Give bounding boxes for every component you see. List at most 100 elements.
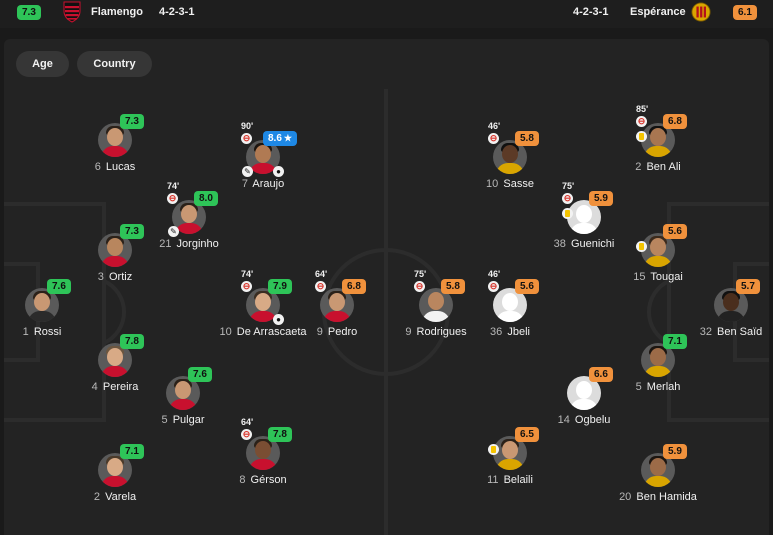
player-name-label: 36 Jbeli bbox=[490, 326, 530, 338]
rating-badge: 8.0 bbox=[194, 191, 218, 206]
flamengo-crest-icon bbox=[63, 1, 81, 23]
player-name-label: 32 Ben Saïd bbox=[699, 326, 763, 338]
player-lucas[interactable]: 7.3 6 Lucas bbox=[60, 109, 170, 179]
yellow-card-icon bbox=[636, 241, 647, 252]
substitution-icon: ⊖ bbox=[488, 133, 499, 144]
rating-badge: 7.3 bbox=[120, 224, 144, 239]
goal-ball-icon: ● bbox=[273, 166, 284, 177]
esperance-crest-icon bbox=[691, 2, 711, 22]
rating-badge: 5.6 bbox=[663, 224, 687, 239]
player-name-label: 2 Ben Ali bbox=[635, 161, 681, 173]
player-guenichi[interactable]: 75' ⊖ 5.9 38 Guenichi bbox=[529, 181, 639, 256]
player-photo bbox=[246, 436, 280, 470]
away-formation: 4-2-3-1 bbox=[573, 6, 609, 18]
rating-badge: 7.1 bbox=[663, 334, 687, 349]
player-jbeli[interactable]: 46' ⊖ 5.6 36 Jbeli bbox=[455, 269, 565, 344]
player-photo bbox=[493, 436, 527, 470]
age-filter-button[interactable]: Age bbox=[16, 51, 69, 77]
assist-boot-icon: ✎ bbox=[242, 166, 253, 177]
rating-badge: 6.5 bbox=[515, 427, 539, 442]
rating-badge: 7.3 bbox=[120, 114, 144, 129]
substitution-minute: 64' bbox=[241, 417, 254, 427]
player-tougai[interactable]: 5.6 15 Tougai bbox=[603, 219, 713, 289]
player-name-label: 15 Tougai bbox=[633, 271, 683, 283]
player-ortiz[interactable]: 7.3 3 Ortiz bbox=[60, 219, 170, 289]
substitution-icon: ⊖ bbox=[241, 133, 252, 144]
player-ben-hamida[interactable]: 5.9 20 Ben Hamida bbox=[603, 439, 713, 509]
player-merlah[interactable]: 7.1 5 Merlah bbox=[603, 329, 713, 399]
player-name-label: 1 Rossi bbox=[22, 326, 62, 338]
player-photo bbox=[641, 343, 675, 377]
substitution-minute: 46' bbox=[488, 121, 501, 131]
player-name-label: 5 Merlah bbox=[635, 381, 681, 393]
substitution-minute: 75' bbox=[414, 269, 427, 279]
substitution-minute: 85' bbox=[636, 104, 649, 114]
rating-badge: 7.9 bbox=[268, 279, 292, 294]
player-ogbelu[interactable]: 6.6 14 Ogbelu bbox=[529, 362, 639, 432]
substitution-minute: 64' bbox=[315, 269, 328, 279]
substitution-icon: ⊖ bbox=[241, 281, 252, 292]
player-varela[interactable]: 7.1 2 Varela bbox=[60, 439, 170, 509]
player-ben-said[interactable]: 5.7 32 Ben Saïd bbox=[676, 274, 773, 344]
player-name-label: 7 Araujo bbox=[241, 178, 285, 190]
yellow-card-icon bbox=[636, 131, 647, 142]
player-rossi[interactable]: 7.6 1 Rossi bbox=[0, 274, 97, 344]
player-rodrigues[interactable]: 75' ⊖ 5.8 9 Rodrigues bbox=[381, 269, 491, 344]
player-photo-placeholder bbox=[493, 288, 527, 322]
player-gerson[interactable]: 64' ⊖ 7.8 8 Gérson bbox=[208, 417, 318, 492]
lineup-header: 7.3 Flamengo 4-2-3-1 4-2-3-1 Espérance 6… bbox=[0, 0, 773, 28]
player-sasse[interactable]: 46' ⊖ 5.8 10 Sasse bbox=[455, 121, 565, 196]
away-team-rating: 6.1 bbox=[733, 5, 757, 20]
player-belaili[interactable]: 6.5 11 Belaili bbox=[455, 422, 565, 492]
rating-badge: 5.7 bbox=[736, 279, 760, 294]
player-araujo[interactable]: 90' ⊖ 8.6 ★ ✎ ● 7 Araujo bbox=[208, 121, 318, 196]
player-pereira[interactable]: 7.8 4 Pereira bbox=[60, 329, 170, 399]
player-pulgar[interactable]: 7.6 5 Pulgar bbox=[128, 362, 238, 432]
player-photo bbox=[166, 376, 200, 410]
substitution-icon: ⊖ bbox=[414, 281, 425, 292]
substitution-icon: ⊖ bbox=[241, 429, 252, 440]
rating-badge: 7.1 bbox=[120, 444, 144, 459]
substitution-icon: ⊖ bbox=[488, 281, 499, 292]
player-ben-ali[interactable]: 85' ⊖ 6.8 2 Ben Ali bbox=[603, 104, 713, 179]
star-icon: ★ bbox=[283, 133, 292, 143]
player-pedro[interactable]: 64' ⊖ 6.8 9 Pedro bbox=[282, 269, 392, 344]
player-name-label: 14 Ogbelu bbox=[557, 414, 611, 426]
home-team-name[interactable]: Flamengo bbox=[91, 6, 143, 18]
yellow-card-icon bbox=[562, 208, 573, 219]
rating-badge: 6.6 bbox=[589, 367, 613, 382]
player-name-label: 3 Ortiz bbox=[97, 271, 133, 283]
rating-badge: 5.9 bbox=[663, 444, 687, 459]
rating-badge: 7.6 bbox=[188, 367, 212, 382]
player-name-label: 38 Guenichi bbox=[553, 238, 615, 250]
rating-badge: 5.6 bbox=[515, 279, 539, 294]
country-filter-button[interactable]: Country bbox=[77, 51, 152, 77]
home-formation: 4-2-3-1 bbox=[159, 6, 195, 18]
substitution-icon: ⊖ bbox=[562, 193, 573, 204]
away-team-name[interactable]: Espérance bbox=[630, 6, 686, 18]
player-name-label: 2 Varela bbox=[93, 491, 137, 503]
player-name-label: 4 Pereira bbox=[91, 381, 139, 393]
player-photo bbox=[98, 343, 132, 377]
rating-badge: 6.8 bbox=[663, 114, 687, 129]
rating-badge: 5.8 bbox=[441, 279, 465, 294]
assist-boot-icon: ✎ bbox=[168, 226, 179, 237]
player-name-label: 6 Lucas bbox=[94, 161, 136, 173]
home-team-rating: 7.3 bbox=[17, 5, 41, 20]
rating-badge: 7.8 bbox=[120, 334, 144, 349]
substitution-icon: ⊖ bbox=[315, 281, 326, 292]
rating-badge: 5.8 bbox=[515, 131, 539, 146]
goal-ball-icon: ● bbox=[273, 314, 284, 325]
player-jorginho[interactable]: 74' ⊖ 8.0 ✎ 21 Jorginho bbox=[134, 181, 244, 256]
player-name-label: 9 Pedro bbox=[316, 326, 358, 338]
player-name-label: 8 Gérson bbox=[239, 474, 287, 486]
rating-badge: 5.9 bbox=[589, 191, 613, 206]
player-de-arrascaeta[interactable]: 74' ⊖ 7.9 ● 10 De Arrascaeta bbox=[208, 269, 318, 344]
player-name-label: 21 Jorginho bbox=[159, 238, 219, 250]
substitution-minute: 74' bbox=[167, 181, 180, 191]
substitution-minute: 74' bbox=[241, 269, 254, 279]
yellow-card-icon bbox=[488, 444, 499, 455]
player-name-label: 11 Belaili bbox=[487, 474, 533, 486]
player-name-label: 10 Sasse bbox=[486, 178, 534, 190]
player-name-label: 9 Rodrigues bbox=[405, 326, 467, 338]
